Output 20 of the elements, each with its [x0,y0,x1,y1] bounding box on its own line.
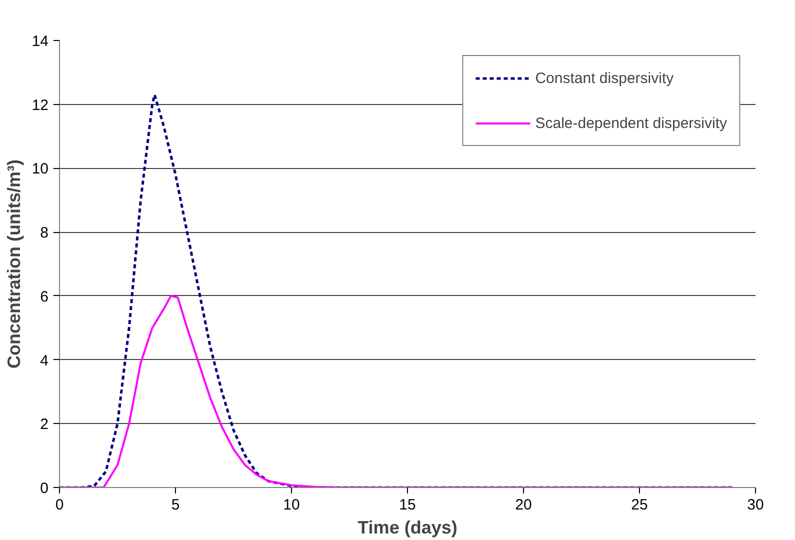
line-series [60,294,734,488]
y-tick-label: 6 [40,288,48,306]
x-axis-title: Time (days) [358,518,458,538]
x-tick-label: 10 [283,496,300,514]
x-tick-label: 0 [55,496,64,514]
y-tick-label: 8 [40,224,48,242]
x-tick-label: 30 [747,496,764,514]
x-tick-label: 15 [399,496,416,514]
x-tick-label: 20 [515,496,532,514]
y-axis-title: Concentration (units/m³) [4,159,24,368]
y-tick-label: 10 [32,160,49,178]
x-tick-label: 5 [171,496,180,514]
legend-label: Constant dispersivity [535,70,674,86]
y-tick-label: 14 [32,33,49,50]
y-tick-label: 4 [40,352,48,370]
y-tick-label: 2 [40,416,48,434]
x-tick-label: 25 [631,496,648,514]
legend-label: Scale-dependent dispersivity [535,114,727,132]
y-tick-label: 0 [40,480,48,497]
y-tick-label: 12 [32,96,49,114]
